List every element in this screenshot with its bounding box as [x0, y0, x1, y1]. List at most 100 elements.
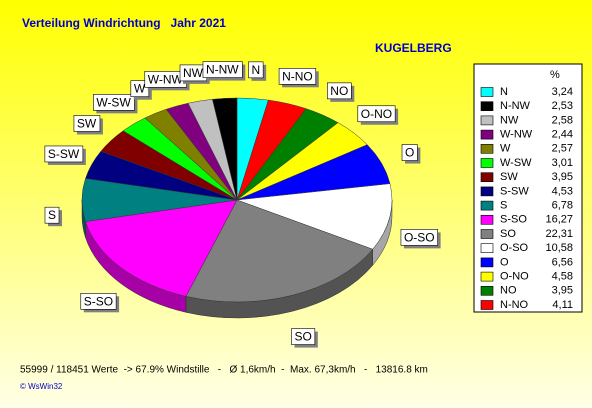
- legend-value: 4,53: [552, 185, 573, 197]
- slice-label-text: SO: [294, 330, 311, 344]
- legend-label: W-SW: [500, 157, 532, 169]
- slice-label: O-SO: [400, 229, 441, 249]
- slice-label-text: S-SO: [84, 294, 113, 308]
- slice-label: W-SW: [93, 94, 138, 114]
- legend-swatch: [480, 186, 494, 197]
- legend-label: N-NW: [500, 100, 531, 112]
- legend-value: 2,57: [552, 143, 573, 155]
- legend-value: 10,58: [545, 242, 573, 254]
- legend-label: S: [500, 200, 507, 212]
- slice-label-text: S-SW: [48, 147, 80, 161]
- legend-label: N-NO: [500, 299, 529, 311]
- legend-swatch: [480, 129, 494, 140]
- slice-label: W-NW: [144, 71, 190, 91]
- slice-label-text: NO: [330, 84, 348, 98]
- legend-label: O-NO: [500, 271, 529, 283]
- legend-swatch: [480, 300, 494, 310]
- slice: [236, 183, 393, 250]
- legend-label: SW: [500, 171, 518, 183]
- legend-swatch: [480, 115, 494, 126]
- legend-label: SO: [500, 228, 516, 240]
- slice-label: S: [44, 206, 63, 227]
- slice-label-text: O-NO: [361, 107, 392, 121]
- label-box: [357, 105, 396, 123]
- slice-label-text: N: [251, 63, 260, 77]
- legend-label: S-SO: [500, 214, 527, 226]
- slice-label-text: S: [48, 208, 56, 222]
- legend-label: S-SW: [500, 185, 529, 197]
- legend-swatch: [480, 257, 494, 268]
- label-box: [73, 115, 101, 132]
- legend-label: W-NW: [500, 129, 533, 141]
- legend-swatch: [480, 158, 494, 168]
- legend-value: 6,56: [552, 256, 573, 268]
- slice-label-text: W-NW: [148, 72, 184, 86]
- chart-title: Verteilung Windrichtung Jahr 2021: [22, 16, 226, 30]
- slice-label: N-NW: [202, 61, 246, 81]
- slice-label: NO: [327, 82, 355, 102]
- slice-label: O-NO: [357, 105, 399, 125]
- legend-value: 4,58: [552, 271, 573, 283]
- slice-label: S-SO: [80, 293, 120, 313]
- label-box: [401, 144, 418, 161]
- legend-swatch: [480, 229, 494, 239]
- legend-label: N: [500, 86, 508, 98]
- subtitle: KUGELBERG: [375, 41, 452, 55]
- legend-label: NW: [500, 114, 519, 126]
- legend-swatch: [480, 87, 494, 97]
- legend-swatch: [480, 271, 494, 282]
- legend-label: O-SO: [500, 242, 529, 254]
- legend-swatch: [480, 200, 494, 211]
- slice-label: N-NO: [278, 68, 319, 88]
- legend-swatch: [480, 215, 494, 225]
- legend-header: %: [550, 69, 560, 81]
- slice-label-text: SW: [77, 116, 97, 130]
- slice-label-text: W: [134, 82, 146, 96]
- slice-label: N: [248, 61, 267, 81]
- slice-label-text: O: [405, 146, 414, 160]
- legend-swatch: [480, 285, 494, 296]
- slice-label-text: O-SO: [404, 230, 435, 244]
- legend-label: O: [500, 256, 509, 268]
- legend-value: 6,78: [552, 200, 573, 212]
- slice-label: SO: [291, 328, 318, 348]
- legend-value: 16,27: [545, 214, 573, 226]
- legend-swatch: [480, 243, 494, 253]
- legend-swatch: [480, 101, 494, 111]
- legend-value: 22,31: [545, 228, 573, 240]
- slice: [85, 199, 238, 297]
- slice-label: SW: [73, 115, 103, 135]
- legend-value: 3,95: [552, 285, 573, 297]
- slice-label: S-SW: [44, 145, 86, 165]
- slice-label-text: N-NO: [282, 69, 313, 83]
- legend-swatch: [480, 144, 494, 154]
- slice-label: O: [401, 144, 421, 164]
- label-box: [291, 328, 316, 345]
- slice: [212, 97, 238, 201]
- label-box: [202, 61, 243, 78]
- label-box: [44, 206, 60, 224]
- label-box: [248, 61, 264, 79]
- label-box: [278, 68, 317, 85]
- slice-label-text: NW: [183, 66, 204, 80]
- legend-label: W: [500, 143, 511, 155]
- label-box: [80, 293, 117, 310]
- legend-value: 2,58: [552, 114, 573, 126]
- label-box: [400, 229, 438, 246]
- legend-value: 3,24: [552, 86, 573, 98]
- slice: [185, 199, 374, 303]
- legend-value: 4,11: [552, 299, 573, 311]
- label-box: [44, 145, 84, 163]
- slice-label-text: N-NW: [206, 63, 239, 77]
- legend-value: 2,53: [552, 100, 573, 112]
- legend-swatch: [480, 172, 494, 182]
- legend-value: 2,44: [552, 129, 573, 141]
- label-box: [93, 94, 135, 111]
- legend-label: NO: [500, 285, 517, 297]
- slice-label: W: [130, 80, 152, 100]
- label-box: [327, 82, 352, 100]
- legend-value: 3,95: [552, 171, 573, 183]
- slice-label-text: W-SW: [96, 95, 131, 109]
- credit: © WsWin32: [20, 382, 63, 391]
